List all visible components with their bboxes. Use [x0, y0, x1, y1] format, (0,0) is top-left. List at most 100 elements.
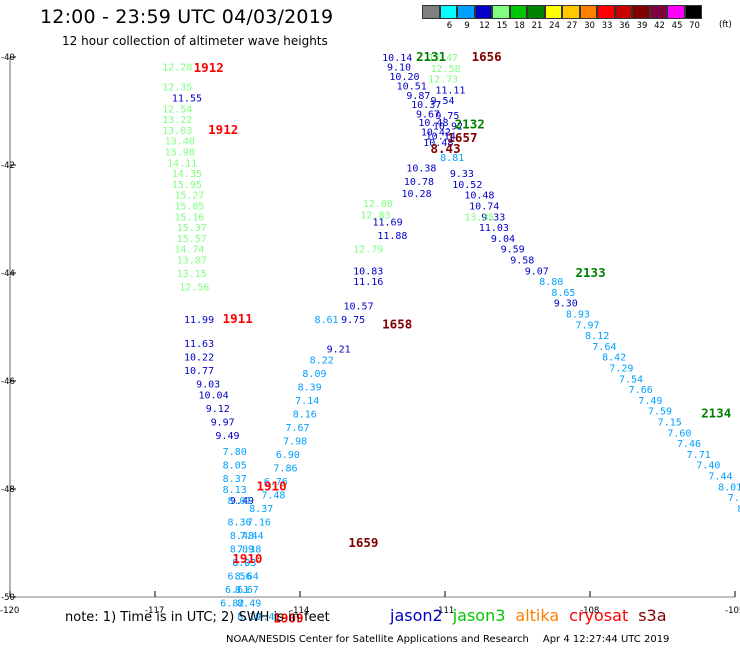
- wave-height-value: 14.35: [172, 169, 202, 180]
- wave-height-value: 8.37: [249, 504, 273, 515]
- wave-height-value: 8.93: [566, 310, 590, 321]
- wave-height-value: 11.88: [377, 231, 407, 242]
- pass-time-label: 2134: [701, 405, 731, 420]
- legend-item-altika: altika: [515, 606, 560, 625]
- wave-height-value: 8.18: [737, 504, 740, 515]
- wave-height-value: 10.48: [418, 118, 448, 129]
- wave-height-value: 12.56: [179, 283, 209, 294]
- color-scale-label: 70: [689, 21, 700, 31]
- wave-height-value: 12.28: [162, 63, 192, 74]
- wave-height-value: 9.97: [211, 418, 235, 429]
- wave-height-value: 7.59: [648, 407, 672, 418]
- wave-height-value: 7.41: [257, 612, 281, 623]
- color-scale-cell: 36: [614, 5, 632, 31]
- pass-time-label: 1911: [223, 311, 253, 326]
- wave-height-value: 10.78: [404, 177, 434, 188]
- wave-height-value: 9.67: [416, 110, 440, 121]
- wave-height-value: 7.49: [638, 396, 662, 407]
- wave-height-value: 13.87: [177, 256, 207, 267]
- wave-height-value: 9.04: [491, 234, 515, 245]
- wave-height-value: 10.74: [469, 202, 499, 213]
- lon-label: -111: [435, 606, 454, 616]
- wave-height-value: 10.77: [184, 366, 214, 377]
- wave-height-value: 12.79: [353, 245, 383, 256]
- wave-height-value: 7.64: [592, 342, 616, 353]
- color-scale-label: 18: [514, 21, 525, 31]
- wave-height-value: 8.09: [302, 369, 326, 380]
- color-scale-label: 33: [601, 21, 613, 31]
- wave-height-value: 10.83: [353, 266, 383, 277]
- wave-height-value: 10.52: [452, 180, 482, 191]
- wave-height-value: 13.98: [165, 148, 195, 159]
- color-scale-unit: (ft): [719, 20, 732, 30]
- lat-label: -48: [1, 485, 15, 495]
- pass-time-label: 1912: [208, 122, 238, 137]
- wave-height-value: 13.15: [177, 269, 207, 280]
- wave-height-value: 14.11: [167, 158, 197, 169]
- lat-label: -42: [1, 161, 15, 171]
- wave-height-value: 9.87: [406, 91, 430, 102]
- wave-height-value: 7.38: [237, 544, 261, 555]
- wave-height-value: 8.01: [718, 482, 740, 493]
- wave-height-value: 11.99: [184, 315, 214, 326]
- wave-height-value: 7.54: [619, 374, 643, 385]
- pass-time-label: 1910: [232, 551, 262, 566]
- wave-height-value: 13.85: [464, 212, 494, 223]
- wave-height-value: 8.19: [237, 612, 261, 623]
- wave-height-value: 15.95: [172, 180, 202, 191]
- color-scale-label: 27: [566, 21, 578, 31]
- pass-time-label: 1912: [194, 60, 224, 75]
- wave-height-value: 6.93: [232, 558, 256, 569]
- wave-height-value: 10.48: [423, 138, 453, 149]
- wave-height-value: 15.85: [174, 202, 204, 213]
- pass-time-label: 1909: [273, 611, 303, 626]
- wave-height-value: 8.39: [298, 382, 322, 393]
- wave-height-value: 9.03: [196, 380, 220, 391]
- wave-height-value: 10.57: [344, 301, 374, 312]
- wave-height-value: 12.54: [162, 104, 192, 115]
- color-scale-cell: 42: [649, 5, 667, 31]
- wave-height-value: 8.61: [315, 315, 339, 326]
- wave-height-value: 8.64: [235, 571, 259, 582]
- color-scale-cell: 15: [492, 5, 510, 31]
- wave-height-value: 10.04: [199, 391, 229, 402]
- wave-height-value: 7.44: [240, 531, 264, 542]
- wave-height-value: 7.80: [223, 447, 247, 458]
- color-scale-cell: 70: [684, 5, 702, 31]
- wave-height-value: 7.29: [609, 364, 633, 375]
- wave-height-value: 10.48: [464, 191, 494, 202]
- color-scale-label: 12: [479, 21, 490, 31]
- wave-height-value: 8.12: [585, 331, 609, 342]
- lat-label: -50: [1, 593, 15, 603]
- lon-label: -117: [145, 606, 164, 616]
- wave-height-value: 10.28: [402, 189, 432, 200]
- color-scale-cell: 18: [509, 5, 527, 31]
- lat-label: -44: [1, 269, 15, 279]
- satellite-legend: jason2 jason3 altika cryosat s3a: [390, 606, 677, 625]
- wave-height-value: 10.92: [433, 122, 463, 133]
- wave-height-value: 10.42: [421, 128, 451, 139]
- color-scale-cell: 9: [457, 5, 475, 31]
- wave-height-value: 7.44: [708, 472, 732, 483]
- wave-height-value: 11.16: [353, 277, 383, 288]
- wave-height-value: 8.48: [230, 531, 254, 542]
- wave-height-value: 9.75: [341, 315, 365, 326]
- wave-height-value: 10.51: [397, 82, 427, 93]
- wave-height-value: 11.63: [184, 339, 214, 350]
- wave-height-value: 8.67: [235, 585, 259, 596]
- page-title: 12:00 - 23:59 UTC 04/03/2019: [40, 6, 334, 28]
- wave-height-value: 9.12: [206, 404, 230, 415]
- pass-time-label: 1910: [257, 478, 287, 493]
- lat-label: -46: [1, 377, 15, 387]
- pass-time-label: 1658: [382, 316, 412, 331]
- wave-height-value: 12.35: [162, 83, 192, 94]
- pass-time-label: 1659: [348, 535, 378, 550]
- lon-label: -105: [725, 606, 740, 616]
- color-scale-label: 30: [584, 21, 595, 31]
- pass-time-label: 8.43: [431, 141, 461, 156]
- wave-height-value: 7.40: [696, 461, 720, 472]
- legend-item-cryosat: cryosat: [569, 606, 629, 625]
- pass-time-label: 1657: [447, 130, 477, 145]
- wave-height-value: 11.55: [172, 94, 202, 105]
